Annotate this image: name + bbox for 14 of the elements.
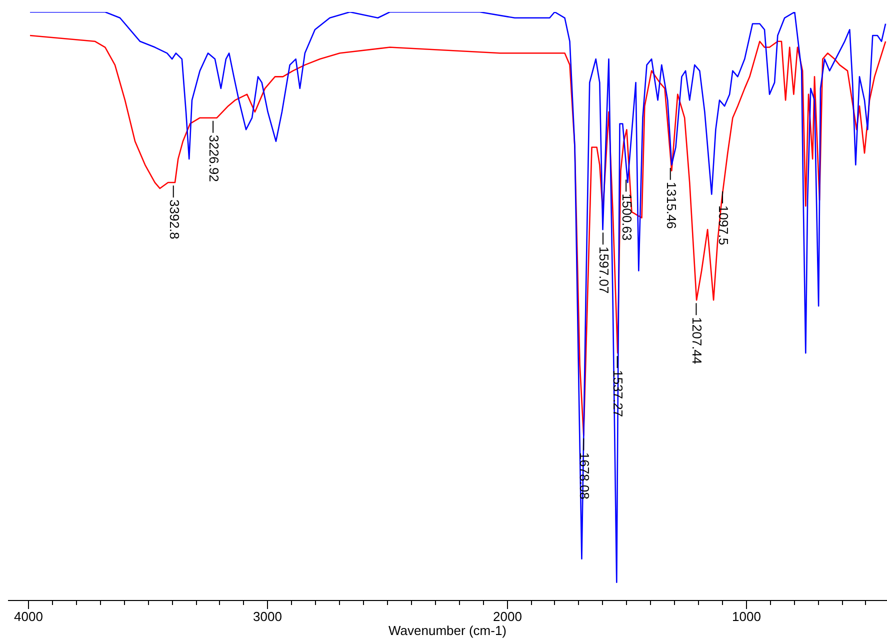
annotation: 1207.44: [690, 317, 705, 364]
x-tick-label: 1000: [732, 609, 761, 624]
annotation: 1537.27: [610, 370, 626, 418]
annotation: 1597.07: [596, 246, 612, 294]
x-axis-title: Wavenumber (cm-1): [388, 623, 506, 638]
x-tick-label: 4000: [14, 609, 43, 624]
x-tick-label: 2000: [493, 609, 522, 624]
annotation: 1678.08: [577, 452, 592, 500]
annotation: 1315.46: [664, 182, 679, 229]
x-tick-label: 3000: [253, 609, 282, 624]
annotation: 1097.5: [716, 205, 731, 246]
annotation: 3392.8: [166, 200, 182, 240]
annotation: 3226.92: [206, 134, 222, 182]
annotation: 1500.63: [619, 194, 634, 241]
